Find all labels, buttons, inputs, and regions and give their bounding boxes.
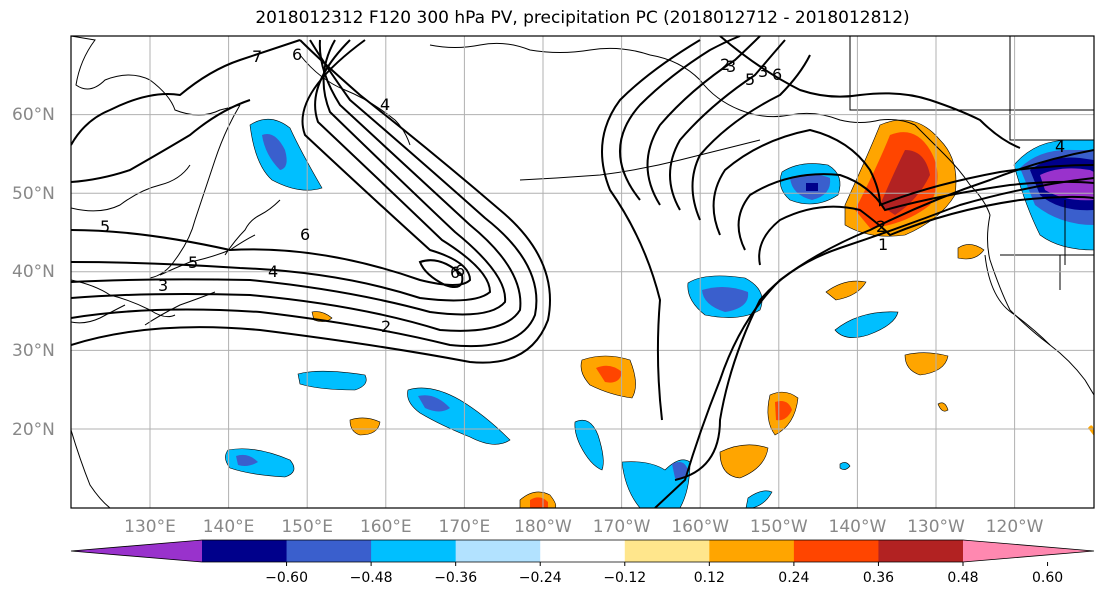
colorbar-tick-label: −0.48 bbox=[350, 570, 393, 586]
colorbar-tick-label: −0.24 bbox=[519, 570, 562, 586]
map-border bbox=[70, 35, 1095, 509]
contour-label: 5 bbox=[745, 70, 755, 89]
contour-label: 3 bbox=[158, 276, 168, 295]
lon-label: 170°E bbox=[439, 517, 491, 537]
latitude-labels: 60°N 50°N 40°N 30°N 20°N bbox=[12, 105, 55, 440]
contour-label: 4 bbox=[268, 262, 278, 281]
colorbar-tick-label: 0.60 bbox=[1032, 570, 1063, 586]
map-title: 2018012312 F120 300 hPa PV, precipitatio… bbox=[255, 8, 910, 28]
contour-label: 6 bbox=[772, 65, 782, 84]
colorbar-tick-label: −0.36 bbox=[434, 570, 477, 586]
colorbar-swatch bbox=[624, 540, 710, 562]
colorbar-swatch bbox=[793, 540, 879, 562]
lon-label: 160°E bbox=[360, 517, 412, 537]
contour-label: 2 bbox=[381, 317, 391, 336]
colorbar-extend-max bbox=[963, 540, 1094, 562]
colorbar-swatch bbox=[371, 540, 457, 562]
contour-label: 4 bbox=[1055, 137, 1065, 156]
contour-label: 6 bbox=[450, 263, 460, 282]
colorbar-swatch bbox=[709, 540, 795, 562]
lat-label: 30°N bbox=[12, 341, 55, 361]
lat-label: 50°N bbox=[12, 184, 55, 204]
lat-label: 20°N bbox=[12, 420, 55, 440]
contour-label: 2 bbox=[876, 217, 886, 236]
colorbar-swatch bbox=[878, 540, 964, 562]
lon-label: 150°W bbox=[750, 517, 808, 537]
lat-label: 60°N bbox=[12, 105, 55, 125]
lon-label: 170°W bbox=[593, 517, 651, 537]
pv-contours bbox=[71, 36, 1094, 508]
lon-label: 120°W bbox=[986, 517, 1044, 537]
lon-label: 140°E bbox=[203, 517, 255, 537]
longitude-labels: 130°E 140°E 150°E 160°E 170°E 180°W 170°… bbox=[124, 517, 1044, 537]
contour-label: 6 bbox=[292, 45, 302, 64]
colorbar-tick-label: −0.12 bbox=[603, 570, 646, 586]
contour-label: 3 bbox=[758, 62, 768, 81]
contour-labels: 7 6 5 4 3 2 6 4 3 2 6 3 5 6 2 1 4 5 6 bbox=[100, 45, 1065, 336]
lon-label: 160°W bbox=[671, 517, 729, 537]
colorbar-swatch bbox=[540, 540, 626, 562]
colorbar-swatch bbox=[455, 540, 541, 562]
contour-label: 2 bbox=[720, 55, 730, 74]
contour-label: 6 bbox=[300, 225, 310, 244]
contour-label: 4 bbox=[380, 95, 390, 114]
lon-label: 180°W bbox=[514, 517, 572, 537]
colorbar-swatch bbox=[202, 540, 288, 562]
contour-label: 1 bbox=[878, 235, 888, 254]
lon-label: 140°W bbox=[829, 517, 887, 537]
colorbar: −0.60 −0.48 −0.36 −0.24 −0.12 0.12 0.24 0.36 0.4… bbox=[70, 539, 1095, 586]
contour-label: 5 bbox=[188, 253, 198, 272]
lon-label: 150°E bbox=[281, 517, 333, 537]
contour-label: 5 bbox=[100, 217, 110, 236]
colorbar-tick-label: 0.36 bbox=[863, 570, 894, 586]
colorbar-tick-label: −0.60 bbox=[265, 570, 308, 586]
colorbar-outline bbox=[70, 539, 1095, 563]
colorbar-extend-min bbox=[71, 540, 202, 562]
contour-label: 6 bbox=[455, 261, 465, 280]
colorbar-swatch bbox=[286, 540, 372, 562]
lon-label: 130°E bbox=[124, 517, 176, 537]
lon-label: 130°W bbox=[907, 517, 965, 537]
contour-label: 3 bbox=[726, 57, 736, 76]
lat-label: 40°N bbox=[12, 262, 55, 282]
colorbar-tick-label: 0.24 bbox=[778, 570, 809, 586]
colorbar-tick-label: 0.12 bbox=[694, 570, 725, 586]
contour-label: 7 bbox=[252, 47, 262, 66]
colorbar-tick-label: 0.48 bbox=[947, 570, 978, 586]
